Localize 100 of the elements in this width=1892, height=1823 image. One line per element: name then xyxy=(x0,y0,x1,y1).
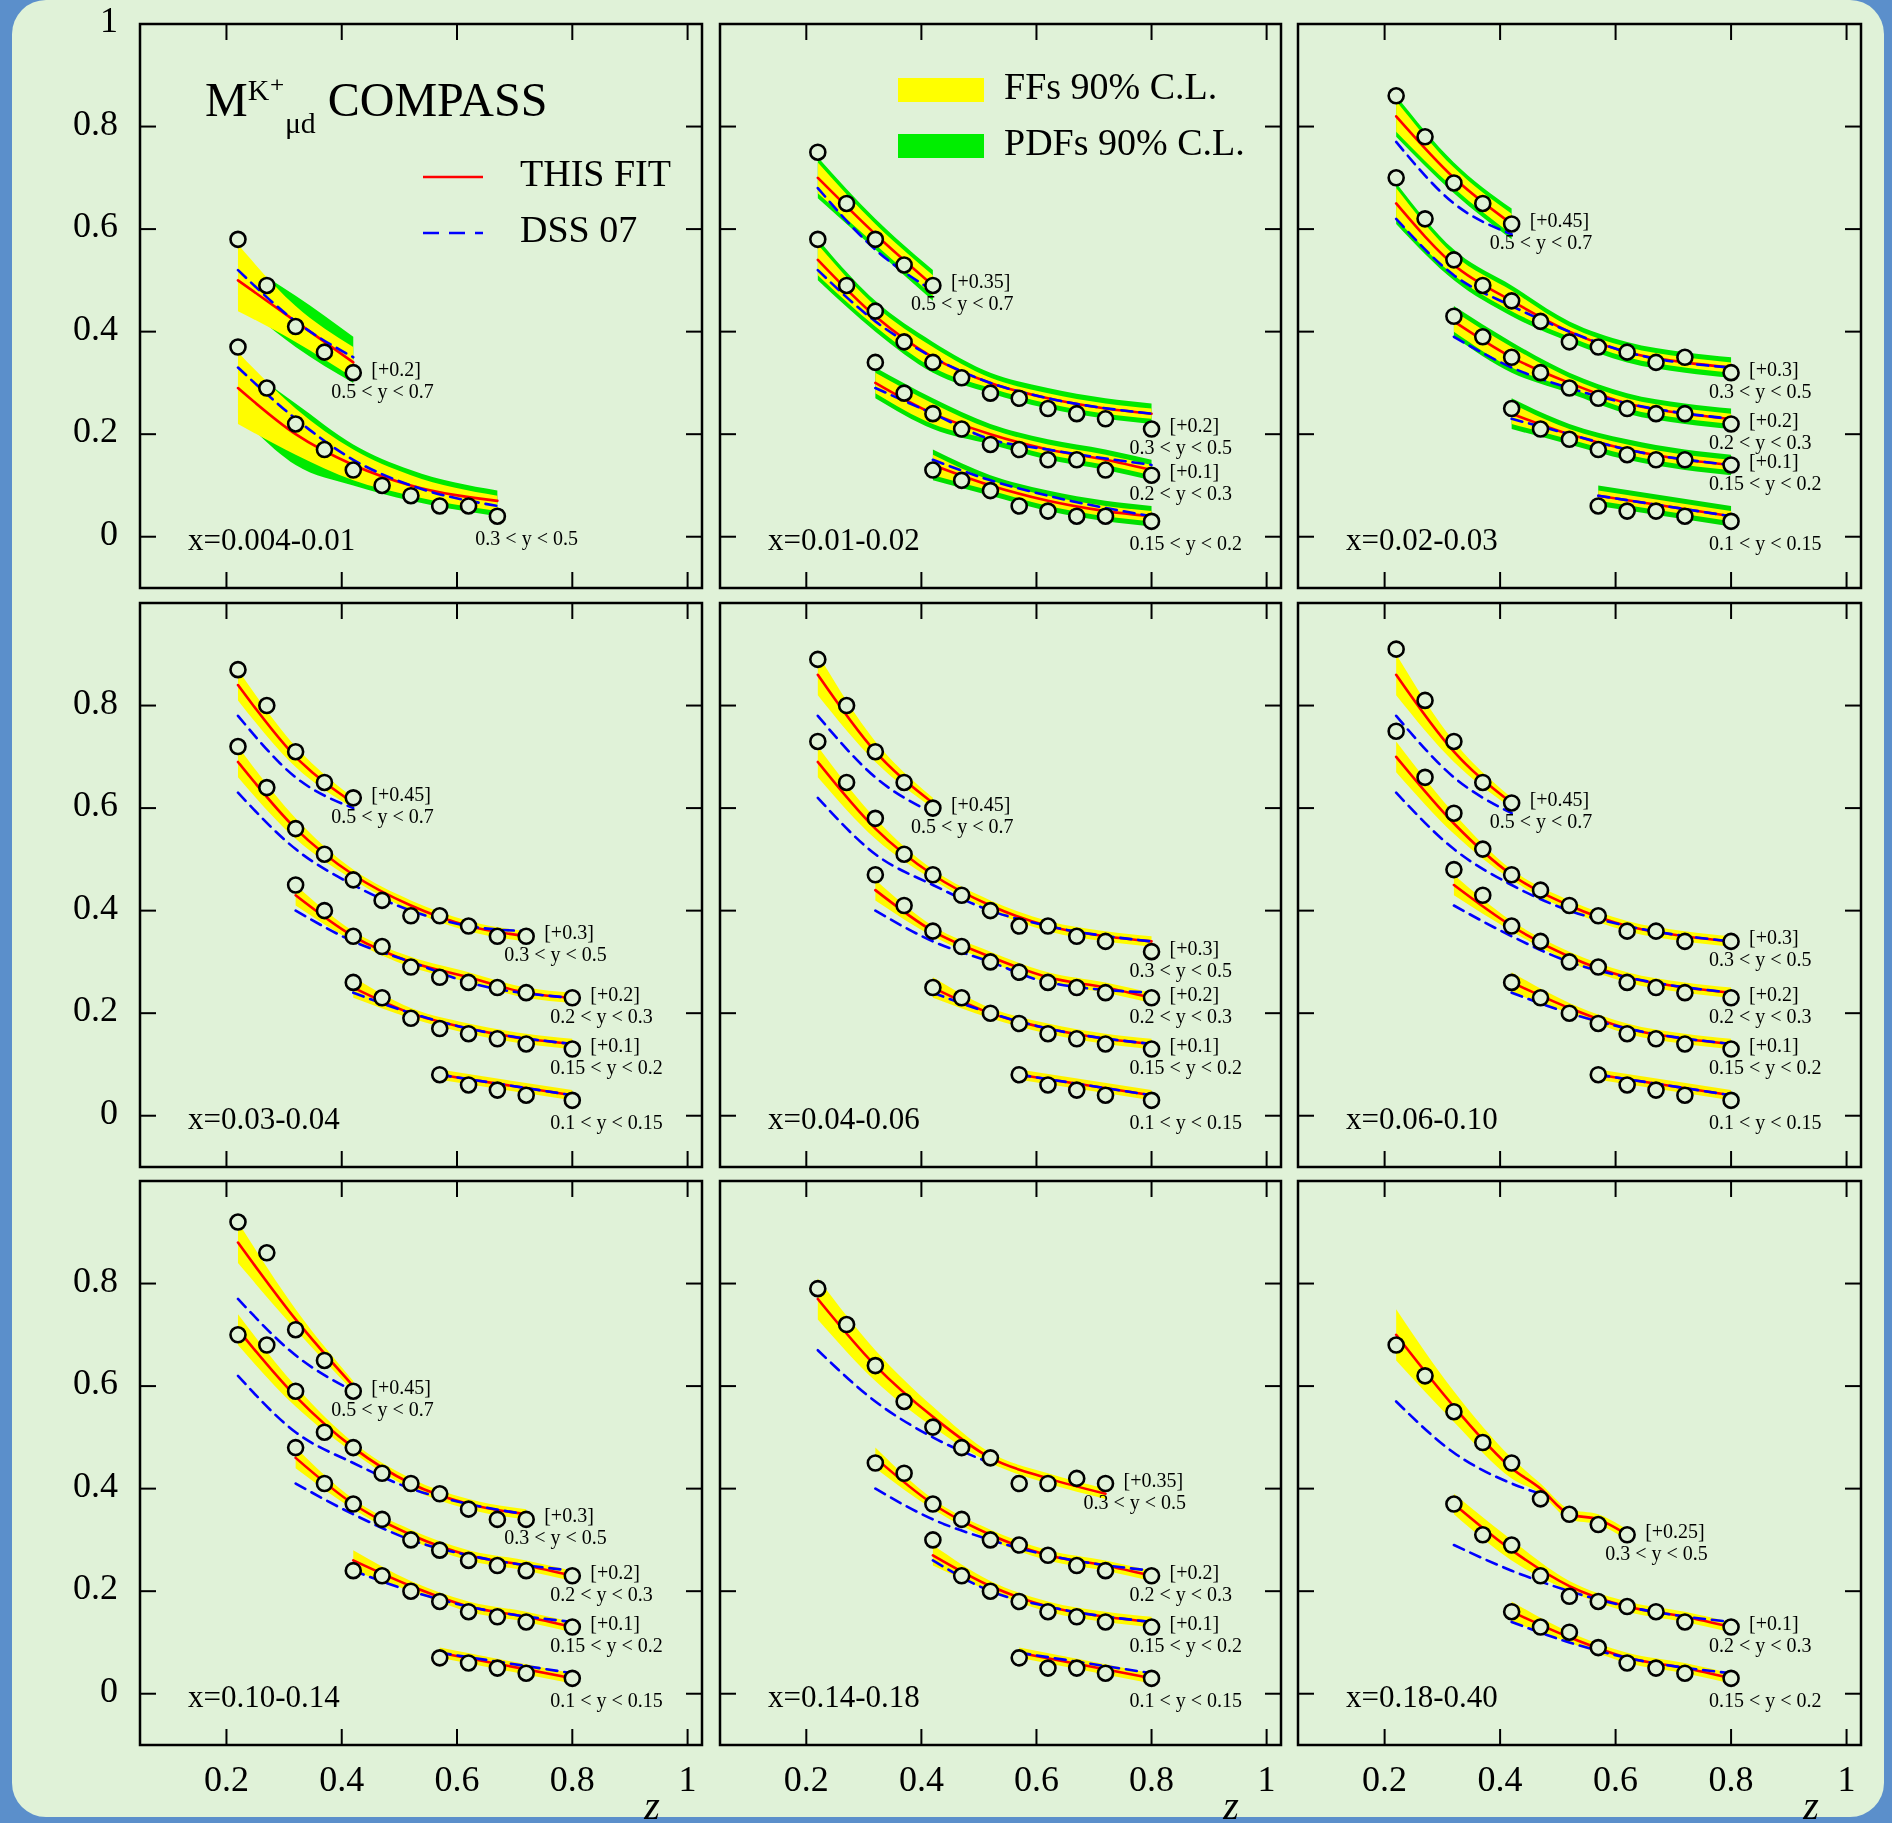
point xyxy=(1067,404,1086,423)
annotation: 0.3 < y < 0.5 xyxy=(1605,1541,1708,1565)
annotation: x=0.06-0.10 xyxy=(1346,1101,1498,1136)
point xyxy=(952,989,971,1007)
annotation: 0.5 < y < 0.7 xyxy=(910,814,1014,838)
point xyxy=(866,230,885,249)
x-tick-label: 0.6 xyxy=(1013,1759,1059,1799)
y-tick-label: 0.2 xyxy=(73,989,118,1030)
point xyxy=(1473,194,1492,213)
annotation: [+0.2] xyxy=(1169,1560,1220,1583)
point xyxy=(1618,922,1636,940)
point xyxy=(1531,881,1550,899)
point xyxy=(1067,1469,1086,1488)
point xyxy=(1589,497,1608,515)
point xyxy=(1560,379,1579,397)
point xyxy=(1560,1587,1579,1606)
point xyxy=(1502,215,1521,233)
annotation: 0.2 < y < 0.3 xyxy=(550,1004,653,1028)
point xyxy=(1618,1597,1636,1616)
point xyxy=(1067,1030,1086,1048)
point xyxy=(924,978,942,997)
annotation: [+0.2] xyxy=(1169,413,1220,436)
annotation: x=0.10-0.14 xyxy=(188,1679,341,1714)
point xyxy=(1142,989,1161,1007)
point xyxy=(1676,1086,1694,1105)
point xyxy=(1067,451,1086,469)
point xyxy=(1067,507,1086,526)
annotation: 0.15 < y < 0.2 xyxy=(1709,471,1822,495)
annotation: 0.5 < y < 0.7 xyxy=(331,1397,434,1421)
point xyxy=(1142,1669,1161,1688)
point xyxy=(1096,461,1115,479)
point xyxy=(1618,973,1636,992)
point xyxy=(1010,1536,1028,1554)
point xyxy=(1067,1556,1086,1575)
x-tick-label: 1 xyxy=(1257,1759,1276,1799)
point xyxy=(1676,507,1694,526)
y-tick-label: 0.6 xyxy=(73,784,118,825)
point xyxy=(981,384,1000,402)
point xyxy=(1445,1495,1463,1513)
annotation: [+0.45] xyxy=(950,792,1011,815)
point xyxy=(1676,451,1694,469)
point xyxy=(1473,886,1492,905)
point xyxy=(1676,1664,1694,1683)
x-axis-title: z xyxy=(1802,1783,1820,1823)
point xyxy=(1502,1536,1521,1554)
annotation: [+0.2] xyxy=(590,1560,640,1583)
point xyxy=(1445,860,1463,879)
x-tick-label: 0.6 xyxy=(434,1759,480,1799)
point xyxy=(1010,440,1028,459)
x-tick-label: 0.8 xyxy=(1129,1759,1175,1799)
point xyxy=(981,1582,1000,1600)
annotation: 0.15 < y < 0.2 xyxy=(1129,531,1243,555)
point xyxy=(1142,420,1161,438)
point xyxy=(1096,1664,1115,1683)
point xyxy=(809,650,827,669)
annotation: 0.2 < y < 0.3 xyxy=(1709,430,1812,454)
point xyxy=(1722,989,1740,1007)
point xyxy=(952,1438,971,1457)
point xyxy=(1502,292,1521,310)
point xyxy=(1676,932,1694,951)
point xyxy=(1722,363,1740,382)
annotation: 0.1 < y < 0.15 xyxy=(1709,1110,1822,1134)
point xyxy=(1589,958,1608,976)
point xyxy=(1039,1602,1057,1621)
point xyxy=(1473,1525,1492,1544)
annotation: 0.3 < y < 0.5 xyxy=(1083,1490,1187,1514)
point xyxy=(952,368,971,387)
annotation: 0.1 < y < 0.15 xyxy=(550,1688,663,1712)
point xyxy=(924,404,942,423)
y-tick-label: 0 xyxy=(100,1091,118,1132)
point xyxy=(1142,1040,1161,1058)
point xyxy=(952,886,971,905)
point xyxy=(1010,1592,1028,1611)
point xyxy=(1560,896,1579,915)
point xyxy=(1618,1654,1636,1672)
point xyxy=(1010,1065,1028,1084)
point xyxy=(1647,1030,1665,1048)
x-tick-label: 0.2 xyxy=(1362,1759,1408,1799)
annotation: 0.3 < y < 0.5 xyxy=(1709,379,1812,403)
x-axis-title: z xyxy=(1222,1783,1240,1823)
point xyxy=(1560,1505,1579,1524)
x-tick-label: 0.4 xyxy=(898,1759,944,1799)
y-tick-label: 0.4 xyxy=(73,307,118,348)
point xyxy=(1531,1567,1550,1585)
point xyxy=(924,1531,942,1549)
annotation: x=0.03-0.04 xyxy=(188,1101,341,1136)
annotation: [+0.45] xyxy=(371,782,431,805)
point xyxy=(1618,502,1636,520)
point xyxy=(1010,1649,1028,1667)
x-tick-label: 0.2 xyxy=(203,1759,249,1799)
point xyxy=(895,773,913,792)
point xyxy=(1039,1659,1057,1677)
annotation: [+0.1] xyxy=(590,1611,640,1634)
point xyxy=(866,302,885,320)
x-tick-label: 0.4 xyxy=(1477,1759,1523,1799)
y-tick-label: 0.8 xyxy=(73,1259,118,1300)
point xyxy=(981,901,1000,920)
point xyxy=(1096,1035,1115,1053)
y-tick-label: 0.2 xyxy=(73,410,118,451)
point xyxy=(1039,917,1057,935)
